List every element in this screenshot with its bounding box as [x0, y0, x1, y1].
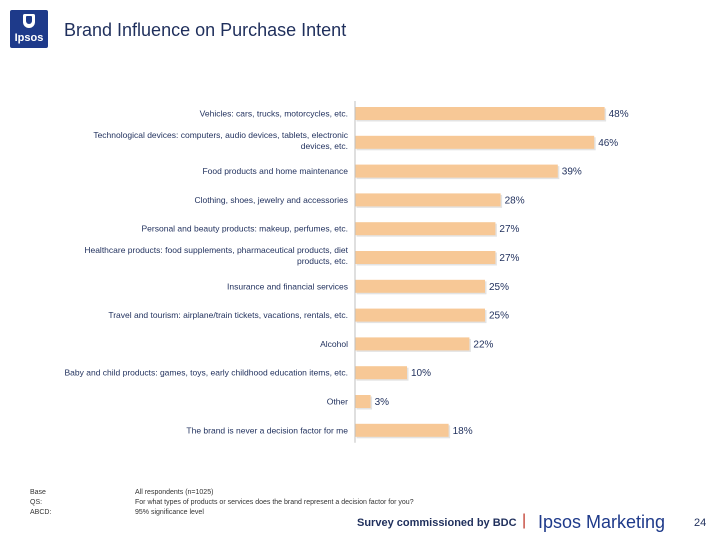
bar [355, 222, 496, 236]
footer-labels: Base QS: ABCD: [30, 488, 51, 518]
commissioned-note: Survey commissioned by BDC [357, 517, 517, 529]
bar [355, 337, 470, 351]
bar [355, 308, 485, 322]
value-label: 27% [499, 253, 519, 264]
value-label: 3% [375, 397, 390, 408]
bar [355, 251, 496, 264]
ipsos-marketing-brand: Ipsos Marketing [538, 512, 666, 532]
bar [355, 395, 371, 408]
bar-chart: 48% Vehicles: cars, trucks, motorcycles, … [65, 101, 629, 443]
value-label: 25% [489, 282, 509, 293]
value-label: 22% [473, 339, 493, 350]
footer-value-abcd: 95% significance level [135, 509, 204, 516]
logo-text: Ipsos [14, 32, 44, 44]
category-label: Baby and child products: games, toys, ea… [65, 368, 349, 378]
category-label: Technological devices: computers, audio … [93, 130, 348, 140]
category-label: Personal and beauty products: makeup, pe… [142, 224, 348, 234]
footer-label-base: Base [30, 489, 46, 496]
category-label: Alcohol [320, 339, 348, 349]
ipsos-logo: Ipsos [10, 10, 48, 48]
footer-separator: | [522, 512, 527, 529]
footer-label-qs: QS: [30, 499, 43, 506]
footer-value-qs: For what types of products or services d… [135, 499, 414, 506]
page-number: 24 [694, 517, 707, 529]
category-label: Clothing, shoes, jewelry and accessories [194, 195, 348, 205]
bar [355, 279, 485, 293]
bar [355, 164, 558, 178]
bar [355, 423, 449, 437]
category-label: products, etc. [297, 256, 348, 266]
category-label: Food products and home maintenance [202, 166, 348, 176]
category-label: Insurance and financial services [227, 281, 348, 291]
bar [355, 193, 501, 207]
footer-values: All respondents (n=1025) For what types … [135, 488, 414, 518]
footer-label-abcd: ABCD: [30, 509, 52, 516]
value-label: 28% [505, 195, 525, 206]
bar [355, 366, 407, 380]
category-label: Vehicles: cars, trucks, motorcycles, etc… [200, 109, 348, 119]
category-label: Travel and tourism: airplane/train ticke… [108, 310, 348, 320]
category-label: devices, etc. [301, 141, 348, 151]
bar [355, 107, 605, 120]
logo-badge-icon [23, 14, 35, 28]
value-label: 10% [411, 368, 431, 379]
value-label: 46% [598, 138, 618, 149]
value-label: 39% [562, 167, 582, 178]
value-label: 27% [499, 224, 519, 235]
bar [355, 135, 595, 149]
footer-value-base: All respondents (n=1025) [135, 489, 214, 496]
category-label: The brand is never a decision factor for… [186, 425, 348, 435]
value-label: 25% [489, 311, 509, 322]
value-label: 48% [609, 109, 629, 120]
value-label: 18% [453, 426, 473, 437]
category-label: Healthcare products: food supplements, p… [84, 245, 348, 255]
page-title: Brand Influence on Purchase Intent [64, 20, 347, 40]
category-label: Other [327, 397, 348, 407]
